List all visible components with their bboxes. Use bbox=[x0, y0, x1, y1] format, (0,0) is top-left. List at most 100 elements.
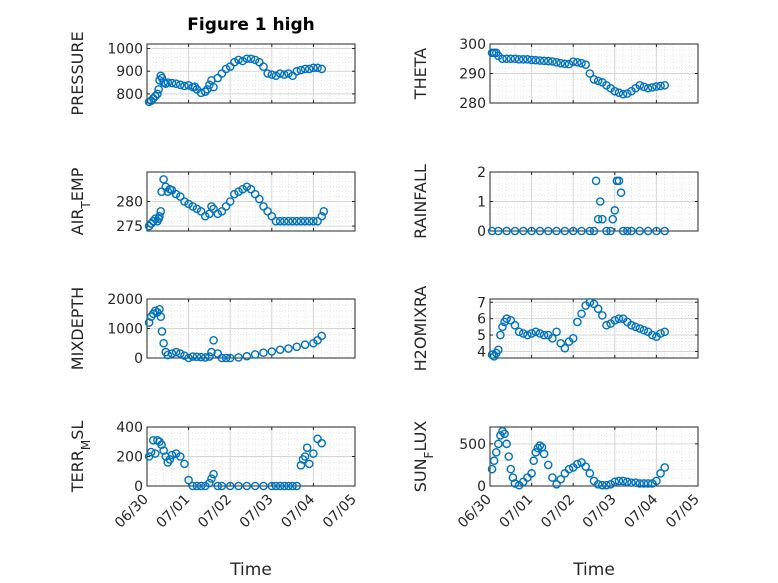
x-tick-label: 07/05 bbox=[320, 492, 360, 532]
data-point bbox=[288, 481, 297, 491]
data-point bbox=[151, 214, 160, 224]
data-point bbox=[487, 226, 497, 236]
data-point bbox=[275, 345, 285, 355]
data-point bbox=[271, 481, 281, 491]
data-point bbox=[608, 214, 618, 224]
data-point bbox=[304, 459, 314, 469]
data-point bbox=[577, 226, 586, 236]
data-point bbox=[506, 464, 516, 474]
data-point bbox=[284, 481, 293, 491]
data-point bbox=[317, 64, 327, 74]
data-point bbox=[217, 481, 227, 491]
y-tick-label: 6 bbox=[477, 312, 486, 328]
data-point bbox=[167, 450, 177, 460]
data-point bbox=[161, 182, 171, 192]
data-point bbox=[610, 206, 620, 215]
data-point bbox=[267, 347, 277, 356]
data-point bbox=[171, 189, 181, 199]
data-point bbox=[242, 351, 252, 361]
data-point bbox=[591, 176, 601, 186]
y-tick-label: 5 bbox=[477, 328, 486, 344]
data-point bbox=[259, 481, 268, 491]
data-point bbox=[292, 216, 302, 226]
data-point bbox=[535, 226, 545, 236]
y-tick-label: 0 bbox=[134, 351, 143, 367]
data-point bbox=[496, 330, 505, 340]
data-point bbox=[660, 463, 670, 472]
subplot-8: 0 500 06/30 07/01 07/02 07/03 07/04 07/05 SUNFLU… bbox=[411, 421, 703, 532]
data-point bbox=[205, 209, 214, 219]
data-point bbox=[500, 429, 509, 439]
y-axis-label: AIRTEMP bbox=[68, 167, 93, 235]
data-point bbox=[494, 439, 503, 449]
y-axis-label-rest: LUX bbox=[411, 421, 430, 452]
data-point bbox=[171, 79, 181, 89]
data-point bbox=[622, 89, 632, 98]
data-point bbox=[593, 304, 603, 314]
data-point bbox=[529, 456, 538, 466]
data-point bbox=[618, 226, 628, 236]
data-point bbox=[581, 462, 590, 471]
data-point bbox=[564, 464, 574, 474]
data-point bbox=[568, 226, 578, 236]
data-point bbox=[300, 64, 310, 74]
data-point bbox=[209, 335, 218, 345]
data-point bbox=[539, 56, 549, 66]
y-tick-label: 200 bbox=[116, 450, 143, 466]
data-point bbox=[250, 481, 260, 491]
data-point bbox=[209, 82, 218, 92]
data-point bbox=[543, 226, 553, 236]
data-point bbox=[535, 56, 545, 65]
data-point bbox=[639, 325, 649, 335]
data-point bbox=[487, 464, 497, 474]
data-point bbox=[192, 204, 202, 214]
data-point bbox=[627, 478, 636, 487]
data-point bbox=[535, 441, 545, 450]
data-point bbox=[165, 455, 175, 464]
data-point bbox=[556, 338, 566, 348]
y-tick-label: 300 bbox=[459, 37, 486, 53]
data-point bbox=[652, 82, 661, 91]
data-point bbox=[618, 89, 628, 99]
data-point bbox=[556, 58, 566, 68]
data-point bbox=[217, 207, 227, 216]
data-point bbox=[230, 57, 239, 67]
plot-area bbox=[147, 44, 355, 103]
data-point bbox=[263, 69, 272, 78]
data-point bbox=[163, 350, 173, 360]
data-point bbox=[209, 204, 218, 214]
y-tick-label: 280 bbox=[116, 195, 143, 211]
data-point bbox=[250, 189, 260, 199]
data-point bbox=[560, 59, 570, 69]
data-point bbox=[300, 216, 310, 226]
data-point bbox=[267, 481, 277, 491]
y-tick-label: 275 bbox=[116, 219, 143, 235]
data-point bbox=[225, 481, 235, 491]
data-point bbox=[610, 477, 620, 487]
data-point bbox=[151, 306, 160, 316]
data-point bbox=[157, 327, 167, 336]
data-point bbox=[284, 69, 293, 78]
data-point bbox=[652, 226, 661, 236]
data-point bbox=[200, 87, 210, 96]
y-tick-label: 400 bbox=[116, 420, 143, 436]
data-point bbox=[292, 481, 302, 491]
data-point bbox=[242, 54, 252, 64]
data-point bbox=[275, 69, 285, 78]
data-point bbox=[196, 352, 206, 362]
data-point bbox=[192, 481, 202, 491]
data-point bbox=[656, 469, 665, 478]
data-point bbox=[205, 478, 214, 488]
x-axis-label-right: Time bbox=[572, 560, 615, 580]
y-tick-label: 4 bbox=[477, 344, 486, 360]
data-point bbox=[635, 324, 645, 333]
data-point bbox=[188, 202, 198, 211]
data-point bbox=[221, 353, 231, 363]
data-point bbox=[639, 479, 649, 488]
data-point bbox=[573, 459, 582, 469]
data-point bbox=[510, 54, 520, 64]
data-point bbox=[598, 311, 607, 320]
y-axis-label: H2OMIXRA bbox=[411, 286, 430, 372]
data-point bbox=[146, 447, 156, 457]
data-point bbox=[317, 331, 327, 341]
